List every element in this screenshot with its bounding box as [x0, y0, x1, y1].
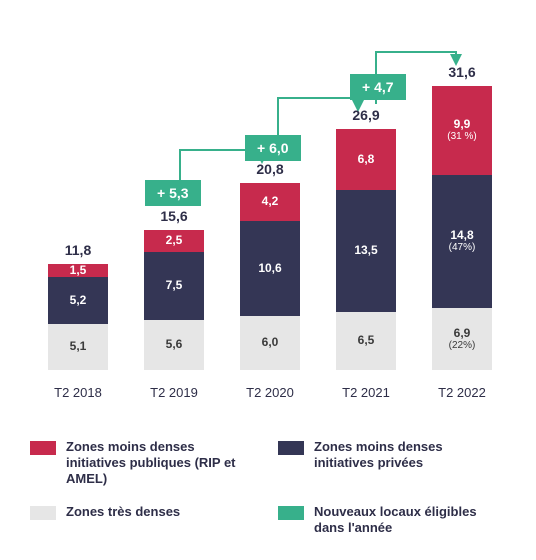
- x-axis-label: T2 2020: [235, 385, 305, 400]
- bar-group: 15,6 5,6 7,5 2,5: [139, 208, 209, 370]
- x-axis-label: T2 2021: [331, 385, 401, 400]
- bar-segment-publiques: 4,2: [240, 183, 300, 221]
- segment-value: 6,8: [358, 153, 375, 166]
- segment-value: 5,6: [166, 338, 183, 351]
- bar-group: 11,8 5,1 5,2 1,5: [43, 242, 113, 370]
- bar-total-label: 31,6: [448, 64, 475, 80]
- bar-stack: 6,5 13,5 6,8: [336, 129, 396, 370]
- bar-total-label: 15,6: [160, 208, 187, 224]
- segment-value: 5,2: [70, 294, 87, 307]
- bar-segment-tres_denses: 5,6: [144, 320, 204, 370]
- bar-segment-publiques: 6,8: [336, 129, 396, 190]
- segment-pct: (22%): [449, 340, 476, 351]
- bar-segment-tres_denses: 6,9(22%): [432, 308, 492, 370]
- bar-group: 31,66,9(22%)14,8(47%)9,9(31 %): [427, 64, 497, 370]
- segment-value: 13,5: [354, 244, 377, 257]
- bar-segment-tres_denses: 5,1: [48, 324, 108, 370]
- bar-segment-privees: 14,8(47%): [432, 175, 492, 308]
- segment-pct: (31 %): [447, 131, 476, 142]
- stacked-bar-chart: + 5,3+ 6,0+ 4,7 11,85,15,21,515,65,67,52…: [30, 20, 510, 400]
- segment-value: 9,9: [454, 118, 471, 131]
- bar-segment-privees: 5,2: [48, 277, 108, 324]
- legend-item: Zones moins denses initiatives privées: [278, 439, 506, 488]
- legend-swatch: [30, 506, 56, 520]
- x-axis-label: T2 2019: [139, 385, 209, 400]
- segment-value: 5,1: [70, 340, 87, 353]
- legend-swatch: [30, 441, 56, 455]
- segment-value: 10,6: [258, 262, 281, 275]
- bar-segment-tres_denses: 6,0: [240, 316, 300, 370]
- bar-segment-tres_denses: 6,5: [336, 312, 396, 371]
- bar-segment-publiques: 1,5: [48, 264, 108, 278]
- legend-swatch: [278, 441, 304, 455]
- bar-segment-privees: 10,6: [240, 221, 300, 316]
- segment-value: 6,9: [454, 327, 471, 340]
- bar-total-label: 11,8: [65, 242, 91, 258]
- bar-segment-publiques: 9,9(31 %): [432, 86, 492, 175]
- legend-item: Zones moins denses initiatives publiques…: [30, 439, 258, 488]
- bar-stack: 6,0 10,6 4,2: [240, 183, 300, 370]
- x-axis-label: T2 2018: [43, 385, 113, 400]
- bar-group: 20,8 6,0 10,6 4,2: [235, 161, 305, 370]
- bar-stack: 6,9(22%)14,8(47%)9,9(31 %): [432, 86, 492, 370]
- segment-value: 14,8: [450, 229, 473, 242]
- segment-value: 4,2: [262, 195, 279, 208]
- bar-segment-publiques: 2,5: [144, 230, 204, 253]
- bar-container: 11,8 5,1 5,2 1,5 15,6 5,6 7,5 2,5 20,8 6,0 10,6 4,2…: [30, 50, 510, 370]
- segment-value: 7,5: [166, 279, 183, 292]
- segment-value: 1,5: [70, 264, 87, 277]
- legend-text: Nouveaux locaux éligibles dans l'année: [314, 504, 506, 537]
- bar-total-label: 20,8: [256, 161, 283, 177]
- bar-segment-privees: 7,5: [144, 252, 204, 320]
- segment-pct: (47%): [449, 242, 476, 253]
- bar-total-label: 26,9: [352, 107, 379, 123]
- legend-text: Zones moins denses initiatives publiques…: [66, 439, 258, 488]
- legend-text: Zones moins denses initiatives privées: [314, 439, 506, 472]
- segment-value: 2,5: [166, 234, 183, 247]
- bar-stack: 5,6 7,5 2,5: [144, 230, 204, 370]
- bar-stack: 5,1 5,2 1,5: [48, 264, 108, 370]
- x-axis-labels: T2 2018 T2 2019 T2 2020 T2 2021 T2 2022: [30, 385, 510, 400]
- legend-item: Zones très denses: [30, 504, 258, 537]
- legend: Zones moins denses initiatives publiques…: [30, 439, 506, 536]
- legend-text: Zones très denses: [66, 504, 180, 520]
- segment-value: 6,0: [262, 336, 279, 349]
- bar-group: 26,9 6,5 13,5 6,8: [331, 107, 401, 370]
- segment-value: 6,5: [358, 334, 375, 347]
- bar-segment-privees: 13,5: [336, 190, 396, 312]
- legend-swatch: [278, 506, 304, 520]
- x-axis-label: T2 2022: [427, 385, 497, 400]
- legend-item: Nouveaux locaux éligibles dans l'année: [278, 504, 506, 537]
